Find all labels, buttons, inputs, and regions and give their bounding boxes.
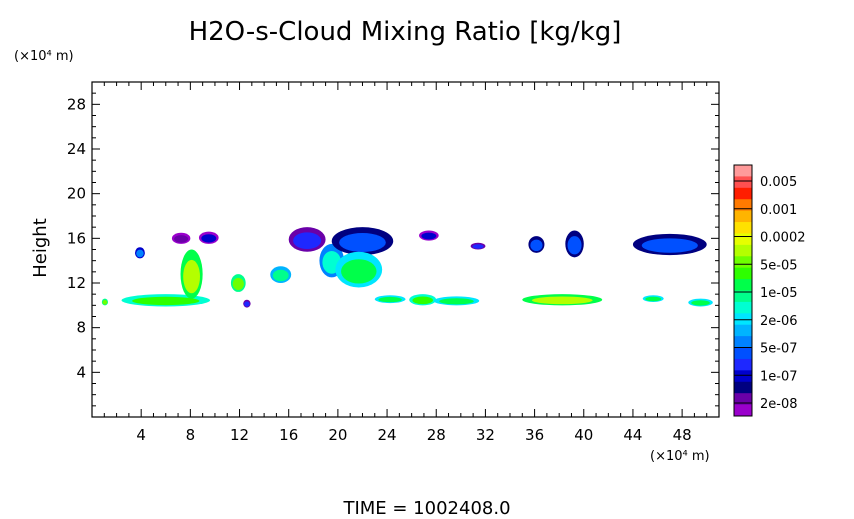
colorbar-label: 2e-08 — [760, 397, 798, 412]
x-tick-label: 40 — [574, 426, 593, 444]
y-axis-label: Height — [30, 218, 51, 278]
cloud-core — [421, 232, 437, 240]
colorbar-swatch — [734, 324, 752, 337]
colorbar-swatch — [734, 404, 752, 417]
colorbar-swatch — [734, 187, 752, 200]
x-tick-label: 24 — [378, 426, 397, 444]
colorbar-label: 0.005 — [760, 175, 797, 190]
cloud-core — [244, 301, 250, 307]
y-tick-label: 12 — [67, 274, 86, 292]
cloud-core — [293, 232, 322, 250]
colorbar-swatch — [734, 279, 752, 291]
cloud-core — [272, 269, 289, 282]
colorbar-swatch — [734, 165, 752, 177]
cloud-core — [136, 249, 144, 258]
colorbar-label: 5e-05 — [760, 258, 798, 273]
colorbar-swatch — [734, 199, 752, 212]
x-tick-label: 20 — [328, 426, 347, 444]
colorbar-swatch — [734, 347, 752, 360]
cloud-heatmap — [101, 227, 713, 308]
chart-title: H2O-s-Cloud Mixing Ratio [kg/kg] — [189, 17, 622, 47]
y-axis: 4 8 12 16 20 24 28 — [67, 92, 719, 407]
cloud-core — [102, 300, 108, 305]
x-tick-label: 16 — [279, 426, 298, 444]
y-tick-label: 16 — [67, 229, 86, 247]
y-axis-unit: (×10⁴ m) — [14, 49, 74, 64]
x-tick-label: 32 — [476, 426, 495, 444]
cloud-core — [339, 233, 386, 253]
colorbar-swatch — [734, 290, 752, 303]
colorbar-swatch — [734, 358, 752, 371]
time-footer: TIME = 1002408.0 — [342, 498, 510, 519]
x-tick-label: 28 — [427, 426, 446, 444]
cloud-core — [174, 235, 189, 243]
x-tick-label: 4 — [136, 426, 146, 444]
cloud-core — [232, 277, 244, 290]
colorbar-swatch — [734, 381, 752, 394]
colorbar-swatch — [734, 267, 752, 280]
cloud-core — [530, 239, 543, 252]
x-tick-label: 8 — [186, 426, 196, 444]
x-tick-label: 44 — [623, 426, 642, 444]
x-axis: 4 8 12 16 20 24 28 32 36 40 44 48 — [103, 82, 708, 444]
colorbar-swatch — [734, 222, 752, 234]
y-tick-label: 28 — [67, 95, 86, 113]
cloud-core — [183, 259, 200, 294]
y-tick-label: 8 — [76, 319, 86, 337]
cloud-core — [645, 296, 662, 302]
colorbar-label: 5e-07 — [760, 342, 798, 357]
colorbar-label: 1e-05 — [760, 286, 798, 301]
colorbar-swatch — [734, 244, 752, 257]
cloud-core — [439, 298, 474, 305]
colorbar: 0.005 0.001 0.0002 5e-05 1e-05 2e-06 5e-07 1e-0… — [733, 164, 806, 417]
cloud-core — [641, 238, 698, 253]
y-tick-label: 20 — [67, 185, 86, 203]
x-axis-unit: (×10⁴ m) — [650, 449, 710, 464]
x-tick-label: 48 — [673, 426, 692, 444]
colorbar-swatch — [734, 176, 752, 189]
colorbar-swatch — [734, 370, 752, 383]
plot-frame — [91, 81, 720, 418]
cloud-core — [691, 300, 710, 306]
colorbar-swatch — [734, 256, 752, 269]
colorbar-frame — [733, 164, 753, 417]
colorbar-swatch — [734, 336, 752, 349]
y-tick-label: 4 — [76, 363, 86, 381]
cloud-core — [341, 259, 377, 284]
cloud-core — [132, 296, 200, 306]
cloud-core — [567, 236, 582, 255]
cloud-core — [472, 244, 484, 249]
colorbar-label: 0.001 — [760, 203, 797, 218]
x-tick-label: 36 — [525, 426, 544, 444]
y-tick-label: 24 — [67, 140, 86, 158]
colorbar-label: 0.0002 — [760, 231, 806, 246]
x-tick-label: 12 — [230, 426, 249, 444]
cloud-core — [378, 296, 402, 303]
colorbar-label: 1e-07 — [760, 369, 798, 384]
colorbar-swatch — [734, 210, 752, 223]
colorbar-swatch — [734, 393, 752, 406]
cloud-core — [201, 234, 217, 243]
cloud-core — [531, 296, 593, 305]
colorbar-label: 2e-06 — [760, 314, 798, 329]
cloud-core — [412, 296, 433, 305]
colorbar-swatch — [734, 301, 752, 314]
colorbar-swatch — [734, 233, 752, 246]
